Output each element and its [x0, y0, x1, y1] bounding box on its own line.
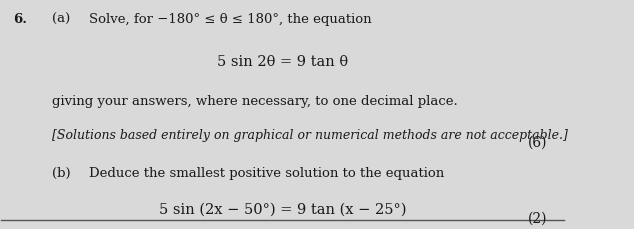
Text: (2): (2) [527, 211, 547, 225]
Text: Deduce the smallest positive solution to the equation: Deduce the smallest positive solution to… [89, 166, 444, 179]
Text: 5 sin 2θ = 9 tan θ: 5 sin 2θ = 9 tan θ [217, 55, 348, 69]
Text: Solve, for −180° ≤ θ ≤ 180°, the equation: Solve, for −180° ≤ θ ≤ 180°, the equatio… [89, 13, 371, 25]
Text: 5 sin (2x − 50°) = 9 tan (x − 25°): 5 sin (2x − 50°) = 9 tan (x − 25°) [159, 202, 406, 216]
Text: giving your answers, where necessary, to one decimal place.: giving your answers, where necessary, to… [52, 95, 458, 108]
Text: (6): (6) [527, 135, 547, 149]
Text: (b): (b) [52, 166, 70, 179]
Text: (a): (a) [52, 13, 70, 25]
Text: 6.: 6. [13, 13, 27, 25]
Text: [Solutions based entirely on graphical or numerical methods are not acceptable.]: [Solutions based entirely on graphical o… [52, 128, 568, 141]
